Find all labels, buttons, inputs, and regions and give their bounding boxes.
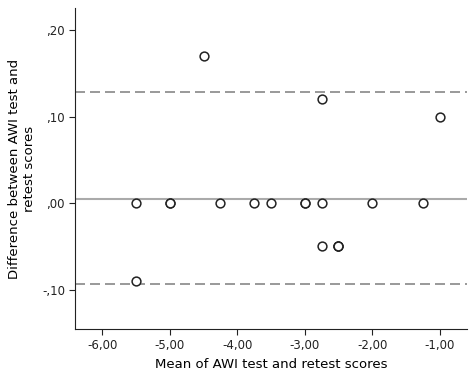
X-axis label: Mean of AWI test and retest scores: Mean of AWI test and retest scores [155,358,387,371]
Point [335,243,342,249]
Point [301,200,309,206]
Point [335,243,342,249]
Point [250,200,258,206]
Point [436,114,444,120]
Point [318,243,325,249]
Point [318,200,325,206]
Y-axis label: Difference between AWI test and
retest scores: Difference between AWI test and retest s… [9,58,36,279]
Point [318,96,325,102]
Point [301,200,309,206]
Point [166,200,173,206]
Point [335,243,342,249]
Point [166,200,173,206]
Point [267,200,275,206]
Point [217,200,224,206]
Point [369,200,376,206]
Point [419,200,427,206]
Point [132,278,140,284]
Point [132,200,140,206]
Point [200,53,207,59]
